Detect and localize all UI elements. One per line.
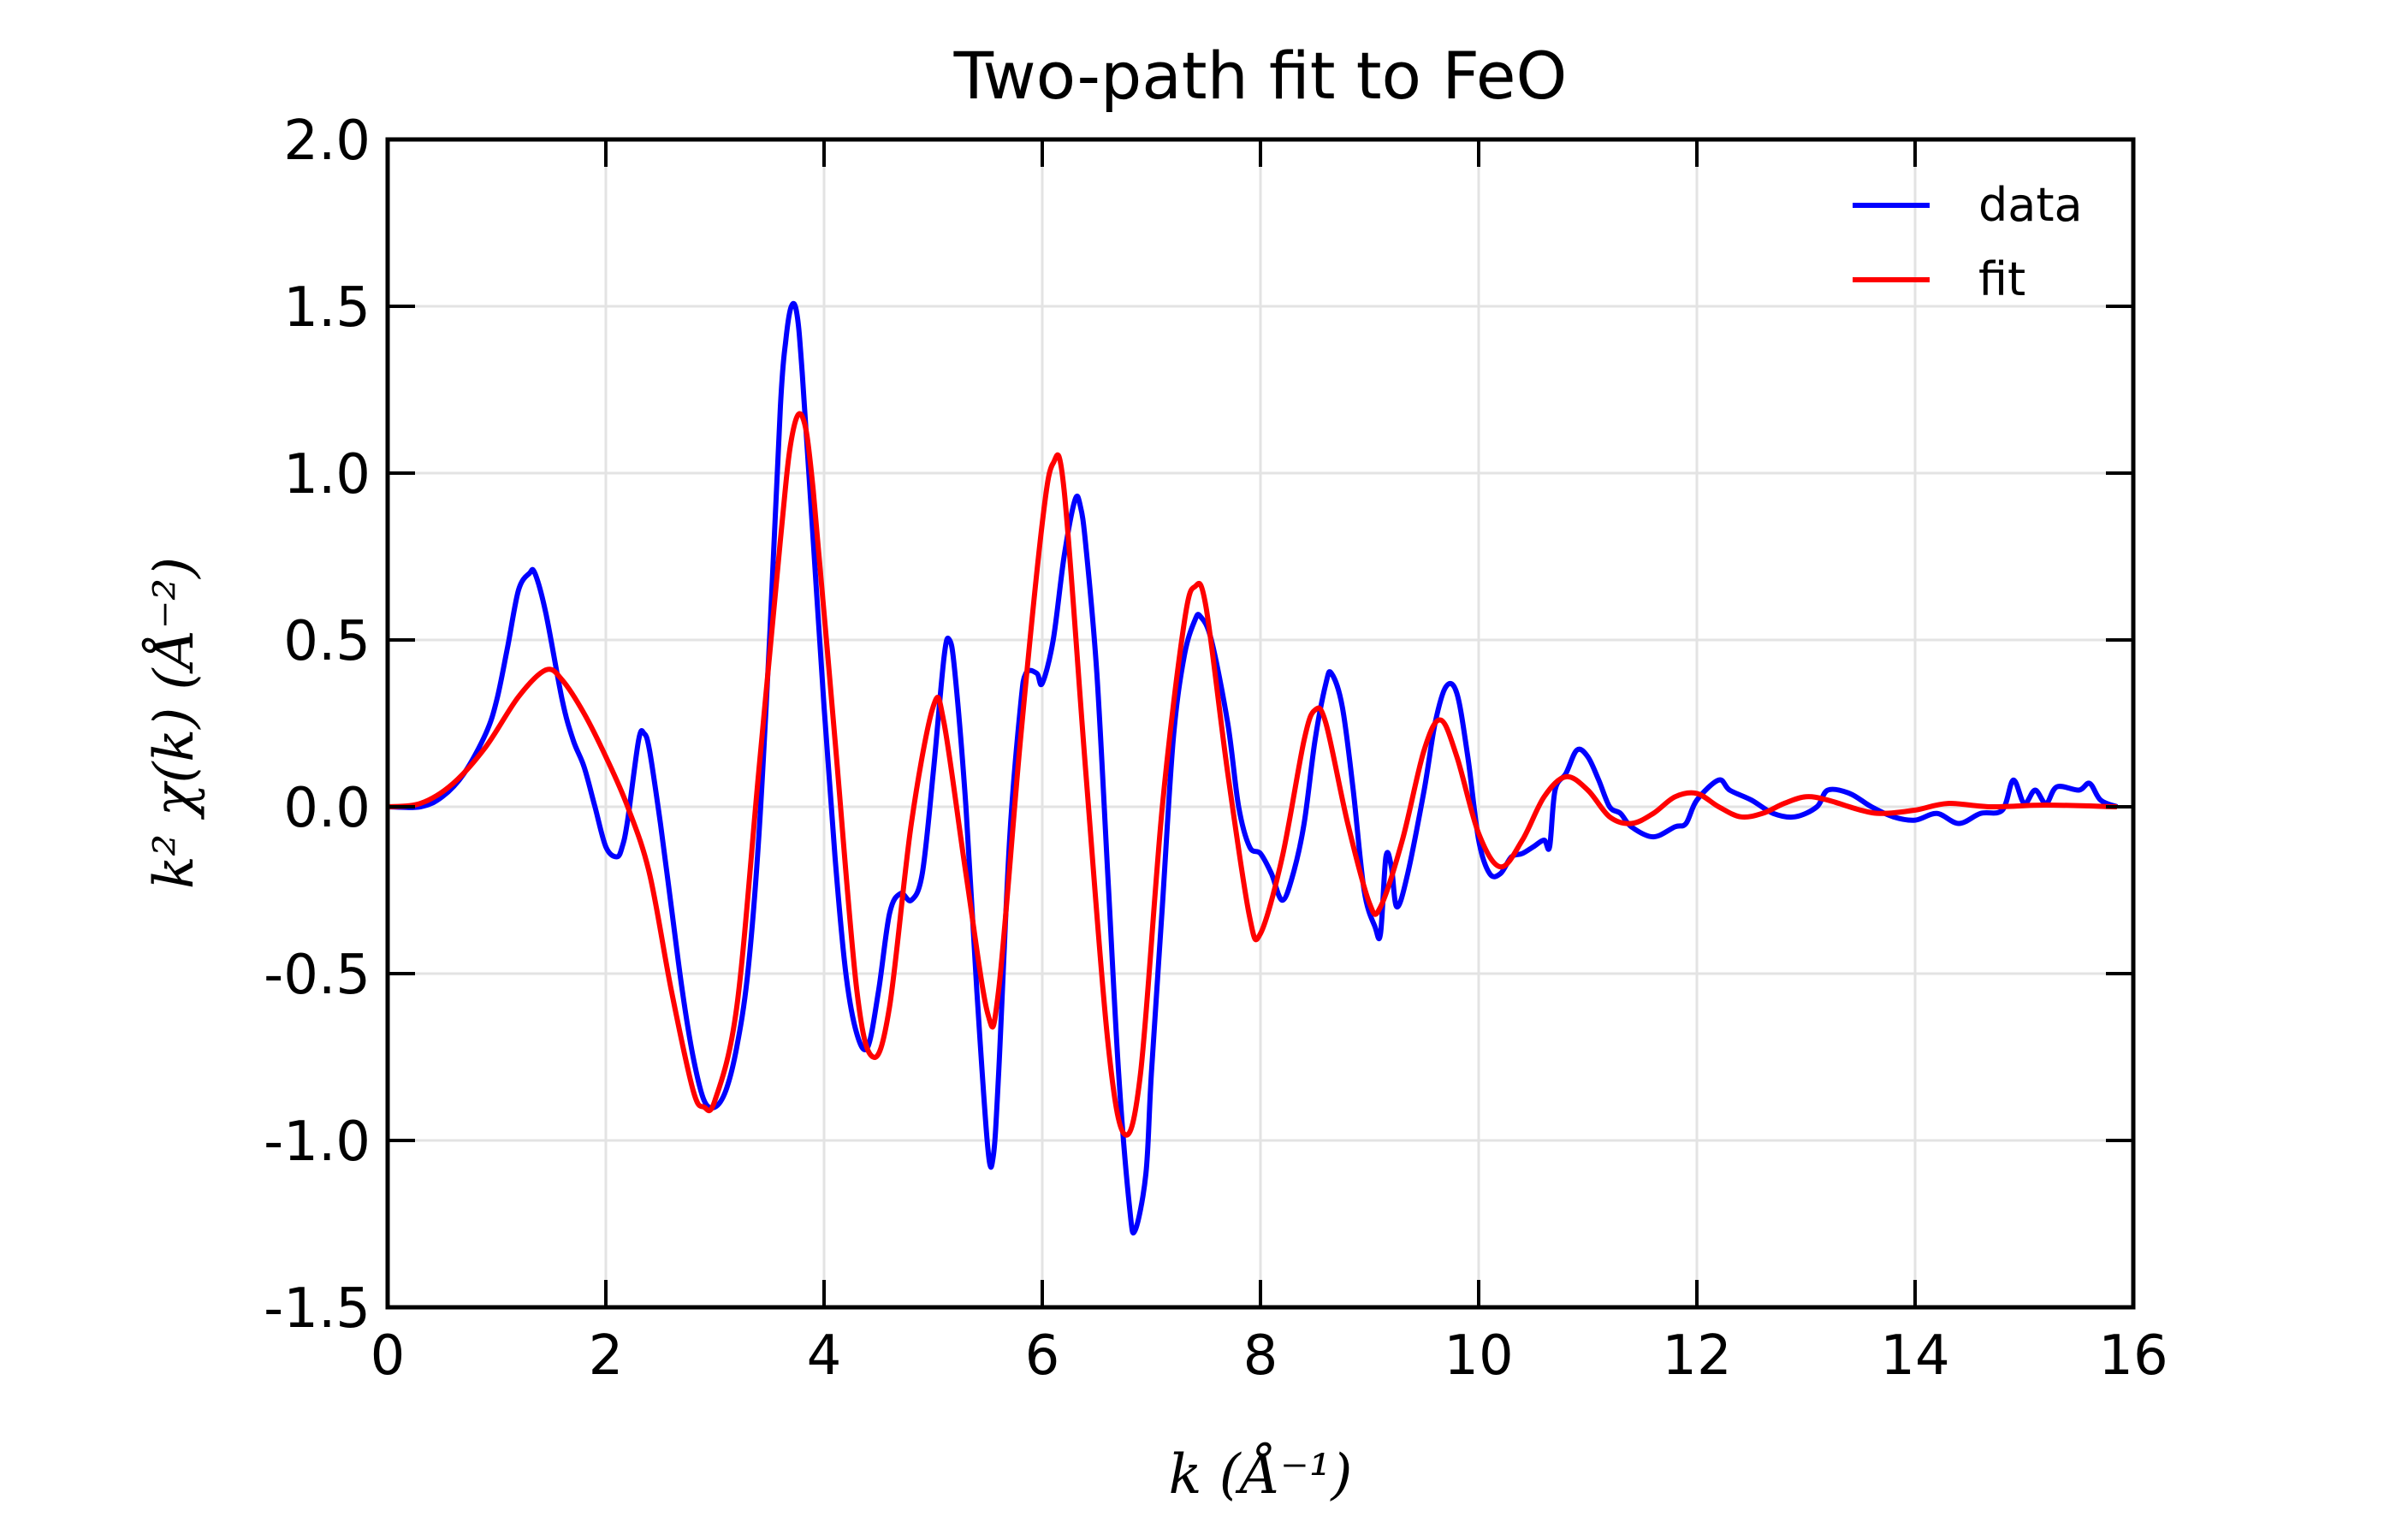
chart-title: Two-path fit to FeO — [953, 38, 1568, 114]
series-line-data — [388, 300, 2119, 1236]
legend-label-data: data — [1978, 178, 2083, 232]
x-tick-label: 4 — [807, 1324, 842, 1388]
x-tick-label: 0 — [371, 1324, 406, 1388]
y-tick-label: 1.5 — [283, 276, 371, 340]
x-axis-label: k (Å⁻¹) — [1169, 1442, 1353, 1507]
legend: data fit — [1853, 178, 2083, 306]
x-tick-label: 2 — [589, 1324, 624, 1388]
y-tick-label: -1.0 — [264, 1111, 371, 1174]
y-axis-label: k² χ(k) (Å⁻²) — [142, 557, 206, 889]
y-tick-label: 0.5 — [283, 610, 371, 673]
x-tick-label: 14 — [1880, 1324, 1949, 1388]
series-lines — [388, 300, 2119, 1236]
y-tick-label: 0.0 — [283, 777, 371, 840]
x-tick-label: 16 — [2098, 1324, 2168, 1388]
x-tick-label: 12 — [1662, 1324, 1731, 1388]
y-tick-label: 1.0 — [283, 443, 371, 506]
y-tick-label: 2.0 — [283, 110, 371, 173]
x-tick-label: 6 — [1025, 1324, 1060, 1388]
y-tick-label: -1.5 — [264, 1277, 371, 1341]
tick-labels: 0 2 4 6 8 10 12 14 16 -1.5 -1.0 -0.5 0.0 0.5 1.0 1.5 2.0 — [264, 110, 2168, 1388]
x-tick-label: 10 — [1444, 1324, 1513, 1388]
series-line-fit — [388, 411, 2117, 1138]
y-tick-label: -0.5 — [264, 944, 371, 1007]
plot-frame — [385, 137, 2136, 1310]
legend-label-fit: fit — [1978, 252, 2025, 306]
x-tick-label: 8 — [1243, 1324, 1278, 1388]
